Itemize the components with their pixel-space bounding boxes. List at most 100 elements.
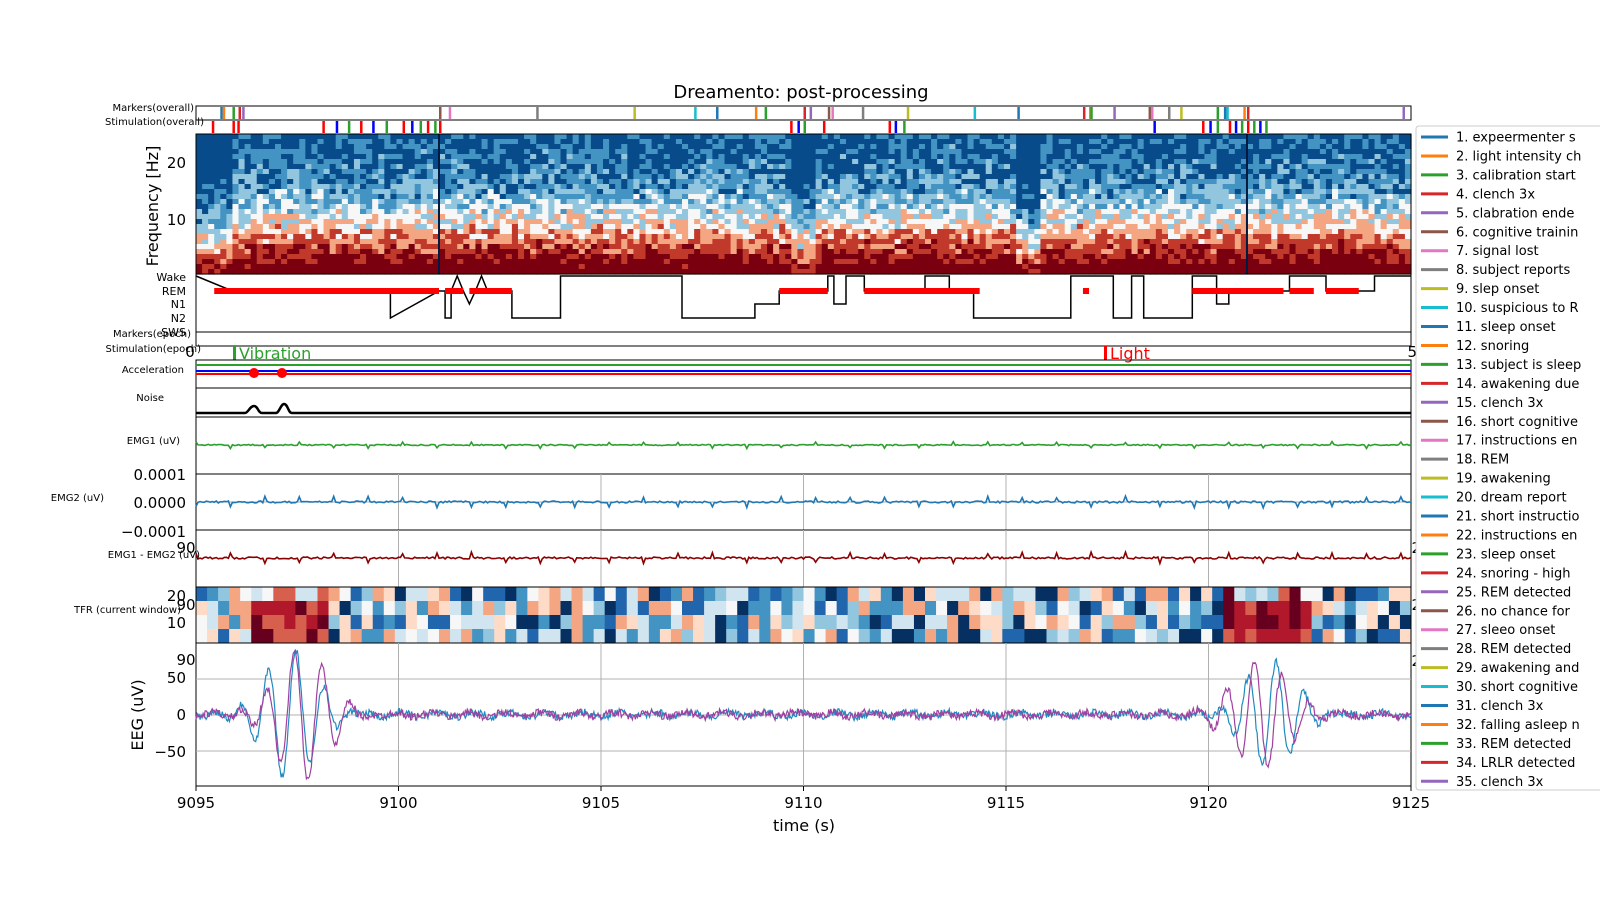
spectrogram-cell — [754, 194, 762, 200]
spectrogram-cell — [1125, 149, 1133, 155]
spectrogram-cell — [1180, 154, 1187, 160]
spectrogram-cell — [1210, 179, 1218, 185]
spectrogram-cell — [384, 209, 391, 215]
spectrogram-cell — [505, 184, 513, 190]
spectrogram-cell — [293, 239, 300, 245]
spectrogram-cell — [1022, 229, 1029, 235]
spectrogram-cell — [566, 134, 574, 140]
spectrogram-cell — [596, 219, 604, 225]
spectrogram-cell — [420, 229, 428, 235]
spectrogram-cell — [1107, 184, 1114, 190]
spectrogram-cell — [1101, 179, 1108, 185]
spectrogram-cell — [615, 224, 622, 230]
spectrogram-cell — [1034, 264, 1042, 270]
spectrogram-cell — [402, 239, 410, 245]
spectrogram-cell — [979, 179, 987, 185]
spectrogram-cell — [651, 219, 659, 225]
spectrogram-cell — [639, 239, 647, 245]
spectrogram-cell — [226, 254, 234, 260]
spectrogram-cell — [839, 249, 847, 255]
spectrogram-cell — [675, 199, 683, 205]
spectrogram-cell — [590, 259, 598, 265]
spectrogram-cell — [250, 224, 258, 230]
spectrogram-cell — [1052, 134, 1060, 140]
spectrogram-cell — [706, 219, 713, 225]
spectrogram-cell — [347, 204, 355, 210]
spectrogram-cell — [384, 219, 391, 225]
spectrogram-cell — [1101, 139, 1108, 145]
spectrogram-cell — [846, 209, 853, 215]
spectrogram-cell — [730, 204, 738, 210]
spectrogram-cell — [864, 239, 871, 245]
spectrogram-cell — [1259, 164, 1266, 170]
spectrogram-cell — [584, 254, 592, 260]
spectrogram-cell — [797, 184, 805, 190]
spectrogram-cell — [1028, 134, 1035, 140]
spectrogram-cell — [688, 229, 695, 235]
spectrogram-cell — [955, 154, 963, 160]
spectrogram-cell — [347, 169, 355, 175]
spectrogram-cell — [487, 264, 495, 270]
spectrogram-cell — [1246, 244, 1254, 250]
spectrogram-cell — [1253, 174, 1260, 180]
spectrogram-cell — [566, 239, 574, 245]
spectrogram-cell — [578, 149, 586, 155]
spectrogram-cell — [894, 234, 902, 240]
spectrogram-cell — [724, 174, 732, 180]
spectrogram-cell — [262, 219, 270, 225]
spectrogram-cell — [536, 164, 543, 170]
spectrogram-cell — [997, 164, 1005, 170]
spectrogram-cell — [961, 269, 969, 275]
spectrogram-cell — [833, 234, 841, 240]
spectrogram-cell — [779, 264, 786, 270]
spectrogram-cell — [943, 224, 950, 230]
spectrogram-cell — [742, 249, 750, 255]
spectrogram-cell — [688, 244, 695, 250]
spectrogram-cell — [888, 249, 896, 255]
spectrogram-cell — [621, 194, 628, 200]
spectrogram-cell — [1010, 239, 1017, 245]
spectrogram-cell — [973, 194, 981, 200]
spectrogram-cell — [1180, 229, 1187, 235]
spectrogram-cell — [232, 179, 240, 185]
spectrogram-cell — [1058, 159, 1066, 165]
spectrogram-cell — [505, 254, 513, 260]
spectrogram-cell — [548, 134, 556, 140]
spectrogram-cell — [499, 189, 507, 195]
spectrogram-cell — [469, 164, 477, 170]
spectrogram-cell — [463, 134, 470, 140]
spectrogram-cell — [1058, 184, 1066, 190]
spectrogram-cell — [524, 254, 531, 260]
spectrogram-cell — [432, 149, 440, 155]
spectrogram-cell — [1143, 134, 1151, 140]
spectrogram-cell — [870, 159, 877, 165]
spectrogram-cell — [384, 149, 391, 155]
spectrogram-cell — [791, 194, 799, 200]
spectrogram-cell — [827, 234, 835, 240]
spectrogram-cell — [372, 269, 379, 275]
spectrogram-cell — [609, 144, 616, 150]
spectrogram-cell — [955, 234, 963, 240]
spectrogram-cell — [876, 264, 884, 270]
spectrogram-cell — [1131, 264, 1139, 270]
spectrogram-cell — [639, 169, 647, 175]
spectrogram-cell — [1137, 154, 1145, 160]
spectrogram-cell — [1040, 239, 1048, 245]
spectrogram-cell — [1240, 159, 1248, 165]
spectrogram-cell — [1198, 179, 1206, 185]
spectrogram-cell — [718, 164, 726, 170]
spectrogram-cell — [196, 134, 203, 140]
spectrogram-cell — [578, 194, 586, 200]
spectrogram-cell — [864, 249, 871, 255]
spectrogram-cell — [341, 139, 349, 145]
spectrogram-cell — [669, 249, 677, 255]
spectrogram-cell — [451, 199, 458, 205]
spectrogram-cell — [760, 174, 768, 180]
spectrogram-cell — [196, 239, 203, 245]
spectrogram-cell — [773, 189, 780, 195]
spectrogram-cell — [1186, 144, 1193, 150]
spectrogram-cell — [232, 259, 240, 265]
spectrogram-cell — [487, 259, 495, 265]
stimulation-overall-9 — [385, 121, 389, 133]
spectrogram-cell — [937, 189, 944, 195]
